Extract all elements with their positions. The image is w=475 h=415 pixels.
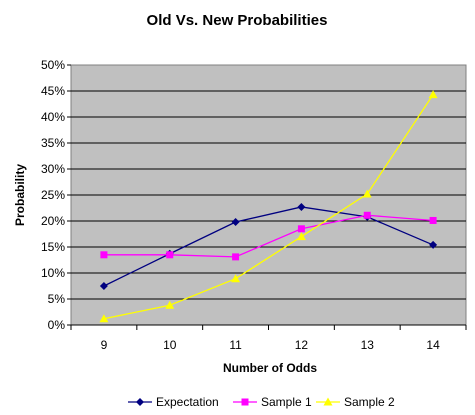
y-tick-label: 20% [41, 214, 65, 228]
data-point-sample-2 [428, 90, 438, 99]
x-tick-label: 9 [101, 338, 108, 352]
y-tick-label: 30% [41, 162, 65, 176]
x-tick-label: 12 [295, 338, 309, 352]
y-tick-label: 50% [41, 58, 65, 72]
legend: Expectation Sample 1 Sample 2 [128, 395, 395, 409]
y-tick-label: 15% [41, 240, 65, 254]
legend-item-expectation: Expectation [128, 395, 219, 409]
y-tick-label: 25% [41, 188, 65, 202]
series-sample-2 [99, 90, 438, 323]
legend-marker-sample-1 [241, 398, 249, 406]
legend-marker-sample-2 [323, 397, 333, 406]
gridlines [71, 90, 466, 300]
x-tick-label: 10 [163, 338, 177, 352]
x-axis: 9 10 11 12 13 14 [70, 324, 467, 352]
y-tick-label: 35% [41, 136, 65, 150]
legend-item-sample-1: Sample 1 [233, 395, 312, 409]
legend-item-sample-2: Sample 2 [316, 395, 395, 409]
series-sample-1 [100, 211, 437, 261]
data-point-sample-2 [165, 300, 175, 309]
legend-label: Sample 2 [344, 395, 395, 409]
data-point-sample-2 [99, 314, 109, 323]
legend-marker-expectation [136, 398, 144, 406]
data-point-sample-2 [231, 274, 241, 283]
series-line-expectation [103, 206, 434, 287]
chart-title: Old Vs. New Probabilities [147, 12, 328, 29]
x-axis-title: Number of Odds [223, 361, 317, 375]
x-tick-label: 14 [426, 338, 440, 352]
legend-label: Expectation [156, 395, 219, 409]
y-axis-title: Probability [13, 164, 27, 226]
data-point-sample-1 [232, 253, 240, 261]
data-point-sample-1 [100, 251, 108, 259]
data-point-sample-2 [296, 232, 306, 241]
data-point-sample-1 [297, 225, 305, 233]
y-tick-label: 5% [48, 292, 66, 306]
data-point-expectation [99, 282, 108, 290]
data-point-sample-2 [362, 189, 372, 198]
y-axis: 0% 5% 10% 15% 20% 25% 30% 35% 40% 45% 50% [41, 58, 71, 332]
data-point-sample-1 [363, 211, 371, 219]
legend-label: Sample 1 [261, 395, 312, 409]
data-point-sample-1 [429, 216, 437, 224]
y-tick-label: 40% [41, 110, 65, 124]
series-line-sample-2 [103, 94, 434, 320]
y-tick-label: 0% [48, 318, 66, 332]
x-tick-label: 13 [361, 338, 375, 352]
x-tick-label: 11 [229, 338, 242, 352]
data-point-sample-1 [166, 251, 174, 259]
data-point-expectation [297, 202, 306, 211]
y-tick-label: 10% [41, 266, 65, 280]
y-tick-label: 45% [41, 84, 65, 98]
data-point-expectation [429, 240, 438, 249]
series-line-sample-1 [103, 214, 434, 258]
series-layer [99, 90, 438, 323]
series-expectation [99, 202, 438, 290]
data-point-expectation [231, 218, 240, 227]
